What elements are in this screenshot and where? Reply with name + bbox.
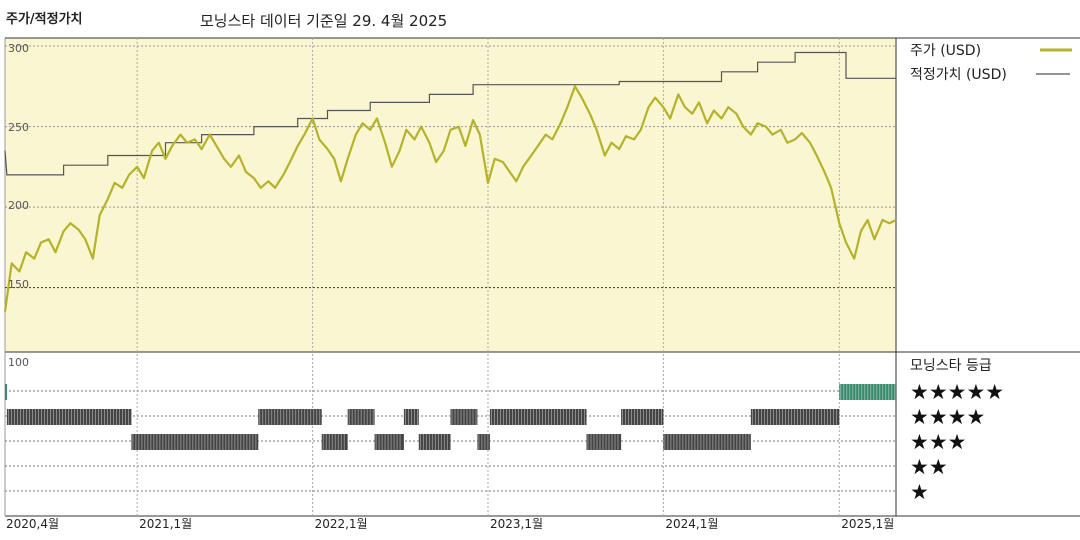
xtick-label-2025-01: 2025,1월	[841, 517, 894, 531]
rating-segment-5-stars	[5, 384, 7, 400]
xtick-label-2022-01: 2022,1월	[315, 517, 368, 531]
legend-1-star: ★	[910, 480, 929, 504]
legend-fair-value-label: 적정가치 (USD)	[910, 67, 1007, 83]
rating-segment-bar	[6, 409, 132, 425]
rating-segment-4-stars	[258, 409, 322, 425]
x-axis-ticks: 2020,4월 2021,1월 2022,1월 2023,1월 2024,1월 2025,…	[6, 517, 894, 531]
rating-segment-4-stars	[450, 409, 478, 425]
fair-value-line	[4, 51, 896, 176]
rating-segment-bar	[321, 434, 348, 450]
ytick-label-200: 200	[8, 199, 29, 212]
price-line	[3, 85, 897, 312]
rating-axis-label-100: 100	[8, 356, 29, 369]
xtick-label-2023-01: 2023,1월	[490, 517, 543, 531]
ytick-label-300: 300	[8, 42, 29, 55]
legend-3-stars: ★★★	[910, 430, 966, 454]
rating-segment-4-stars	[403, 409, 419, 425]
xtick-label-2020-04: 2020,4월	[6, 517, 59, 531]
rating-segment-bar	[750, 409, 840, 425]
rating-segment-bar	[489, 409, 587, 425]
rating-marks	[5, 384, 896, 450]
rating-segment-4-stars	[489, 409, 587, 425]
legend-4-stars: ★★★★	[910, 405, 985, 429]
rating-segment-3-stars	[418, 434, 451, 450]
legend-5-stars: ★★★★★	[910, 380, 1004, 404]
legend-rating-title: 모닝스타 등급	[910, 358, 992, 374]
rating-segment-bar	[418, 434, 451, 450]
ytick-label-150: 150	[8, 278, 29, 291]
rating-segment-3-stars	[131, 434, 259, 450]
legend-price-label: 주가 (USD)	[910, 43, 981, 59]
xtick-label-2021-01: 2021,1월	[139, 517, 192, 531]
rating-segment-4-stars	[621, 409, 664, 425]
rating-segment-3-stars	[374, 434, 404, 450]
chart-section-title: 주가/적정가치	[6, 12, 83, 27]
legend-2-stars: ★★	[910, 455, 948, 479]
rating-segment-bar	[5, 384, 7, 400]
rating-segment-bar	[477, 434, 490, 450]
rating-segment-5-stars	[839, 384, 896, 400]
ytick-label-250: 250	[8, 121, 29, 134]
xtick-label-2024-01: 2024,1월	[665, 517, 718, 531]
rating-segment-3-stars	[321, 434, 348, 450]
rating-segment-3-stars	[586, 434, 622, 450]
rating-segment-3-stars	[477, 434, 490, 450]
rating-segment-4-stars	[750, 409, 840, 425]
rating-segment-3-stars	[663, 434, 751, 450]
rating-segment-bar	[131, 434, 259, 450]
rating-segment-bar	[586, 434, 622, 450]
rating-segment-4-stars	[6, 409, 132, 425]
rating-segment-bar	[621, 409, 664, 425]
rating-segment-4-stars	[347, 409, 375, 425]
data-date-caption: 모닝스타 데이터 기준일 29. 4월 2025	[200, 12, 448, 30]
price-panel-background	[5, 38, 896, 352]
